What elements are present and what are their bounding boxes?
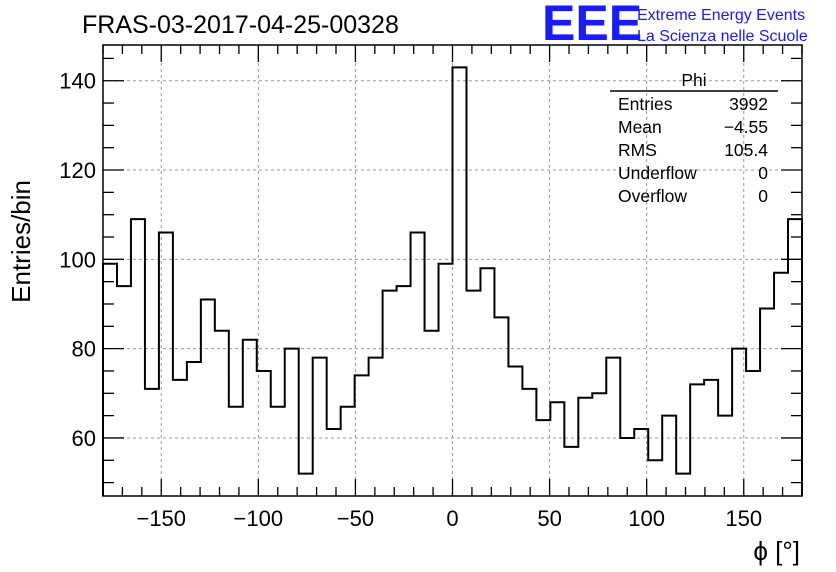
eee-logo: EEE Extreme Energy Events La Scienza nel… [542, 0, 808, 51]
x-tick-label: −100 [234, 506, 284, 531]
brand-line-1: Extreme Energy Events [637, 7, 805, 24]
x-tick-labels: −150 −100 −50 0 50 100 150 [136, 506, 762, 531]
stats-value: 0 [758, 186, 768, 206]
x-axis-label: ϕ [°] [753, 536, 800, 566]
y-tick-label: 140 [59, 69, 96, 94]
stats-label: Mean [618, 117, 662, 137]
chart-title: FRAS-03-2017-04-25-00328 [82, 11, 399, 39]
stats-title: Phi [681, 70, 706, 90]
y-tick-labels: 60 80 100 120 140 [59, 69, 96, 451]
stats-value: 105.4 [724, 140, 768, 160]
y-tick-label: 120 [59, 158, 96, 183]
stats-label: Underflow [618, 163, 697, 183]
x-tick-label: 0 [446, 506, 458, 531]
x-tick-label: 150 [725, 506, 762, 531]
axis-ticks [102, 45, 803, 496]
stats-rows: Entries 3992 Mean −4.55 RMS 105.4 Underflow 0 Ov… [618, 94, 768, 206]
x-tick-label: 100 [628, 506, 665, 531]
histogram-series [102, 66, 803, 496]
stats-value: 3992 [729, 94, 768, 114]
stats-value: −4.55 [724, 117, 768, 137]
eee-logo-text: EEE [542, 0, 642, 51]
y-tick-label: 100 [59, 247, 96, 272]
stats-value: 0 [758, 163, 768, 183]
brand-line-2: La Scienza nelle Scuole [637, 28, 808, 45]
x-tick-label: −50 [337, 506, 374, 531]
x-tick-label: −150 [136, 506, 186, 531]
stats-box: Phi Entries 3992 Mean −4.55 RMS 105.4 Underflo… [610, 70, 778, 206]
stats-label: RMS [618, 140, 657, 160]
y-tick-label: 60 [72, 426, 96, 451]
y-axis-label: Entries/bin [6, 180, 36, 303]
stats-label: Entries [618, 94, 673, 114]
y-tick-label: 80 [72, 337, 96, 362]
x-tick-label: 50 [537, 506, 561, 531]
stats-label: Overflow [618, 186, 687, 206]
